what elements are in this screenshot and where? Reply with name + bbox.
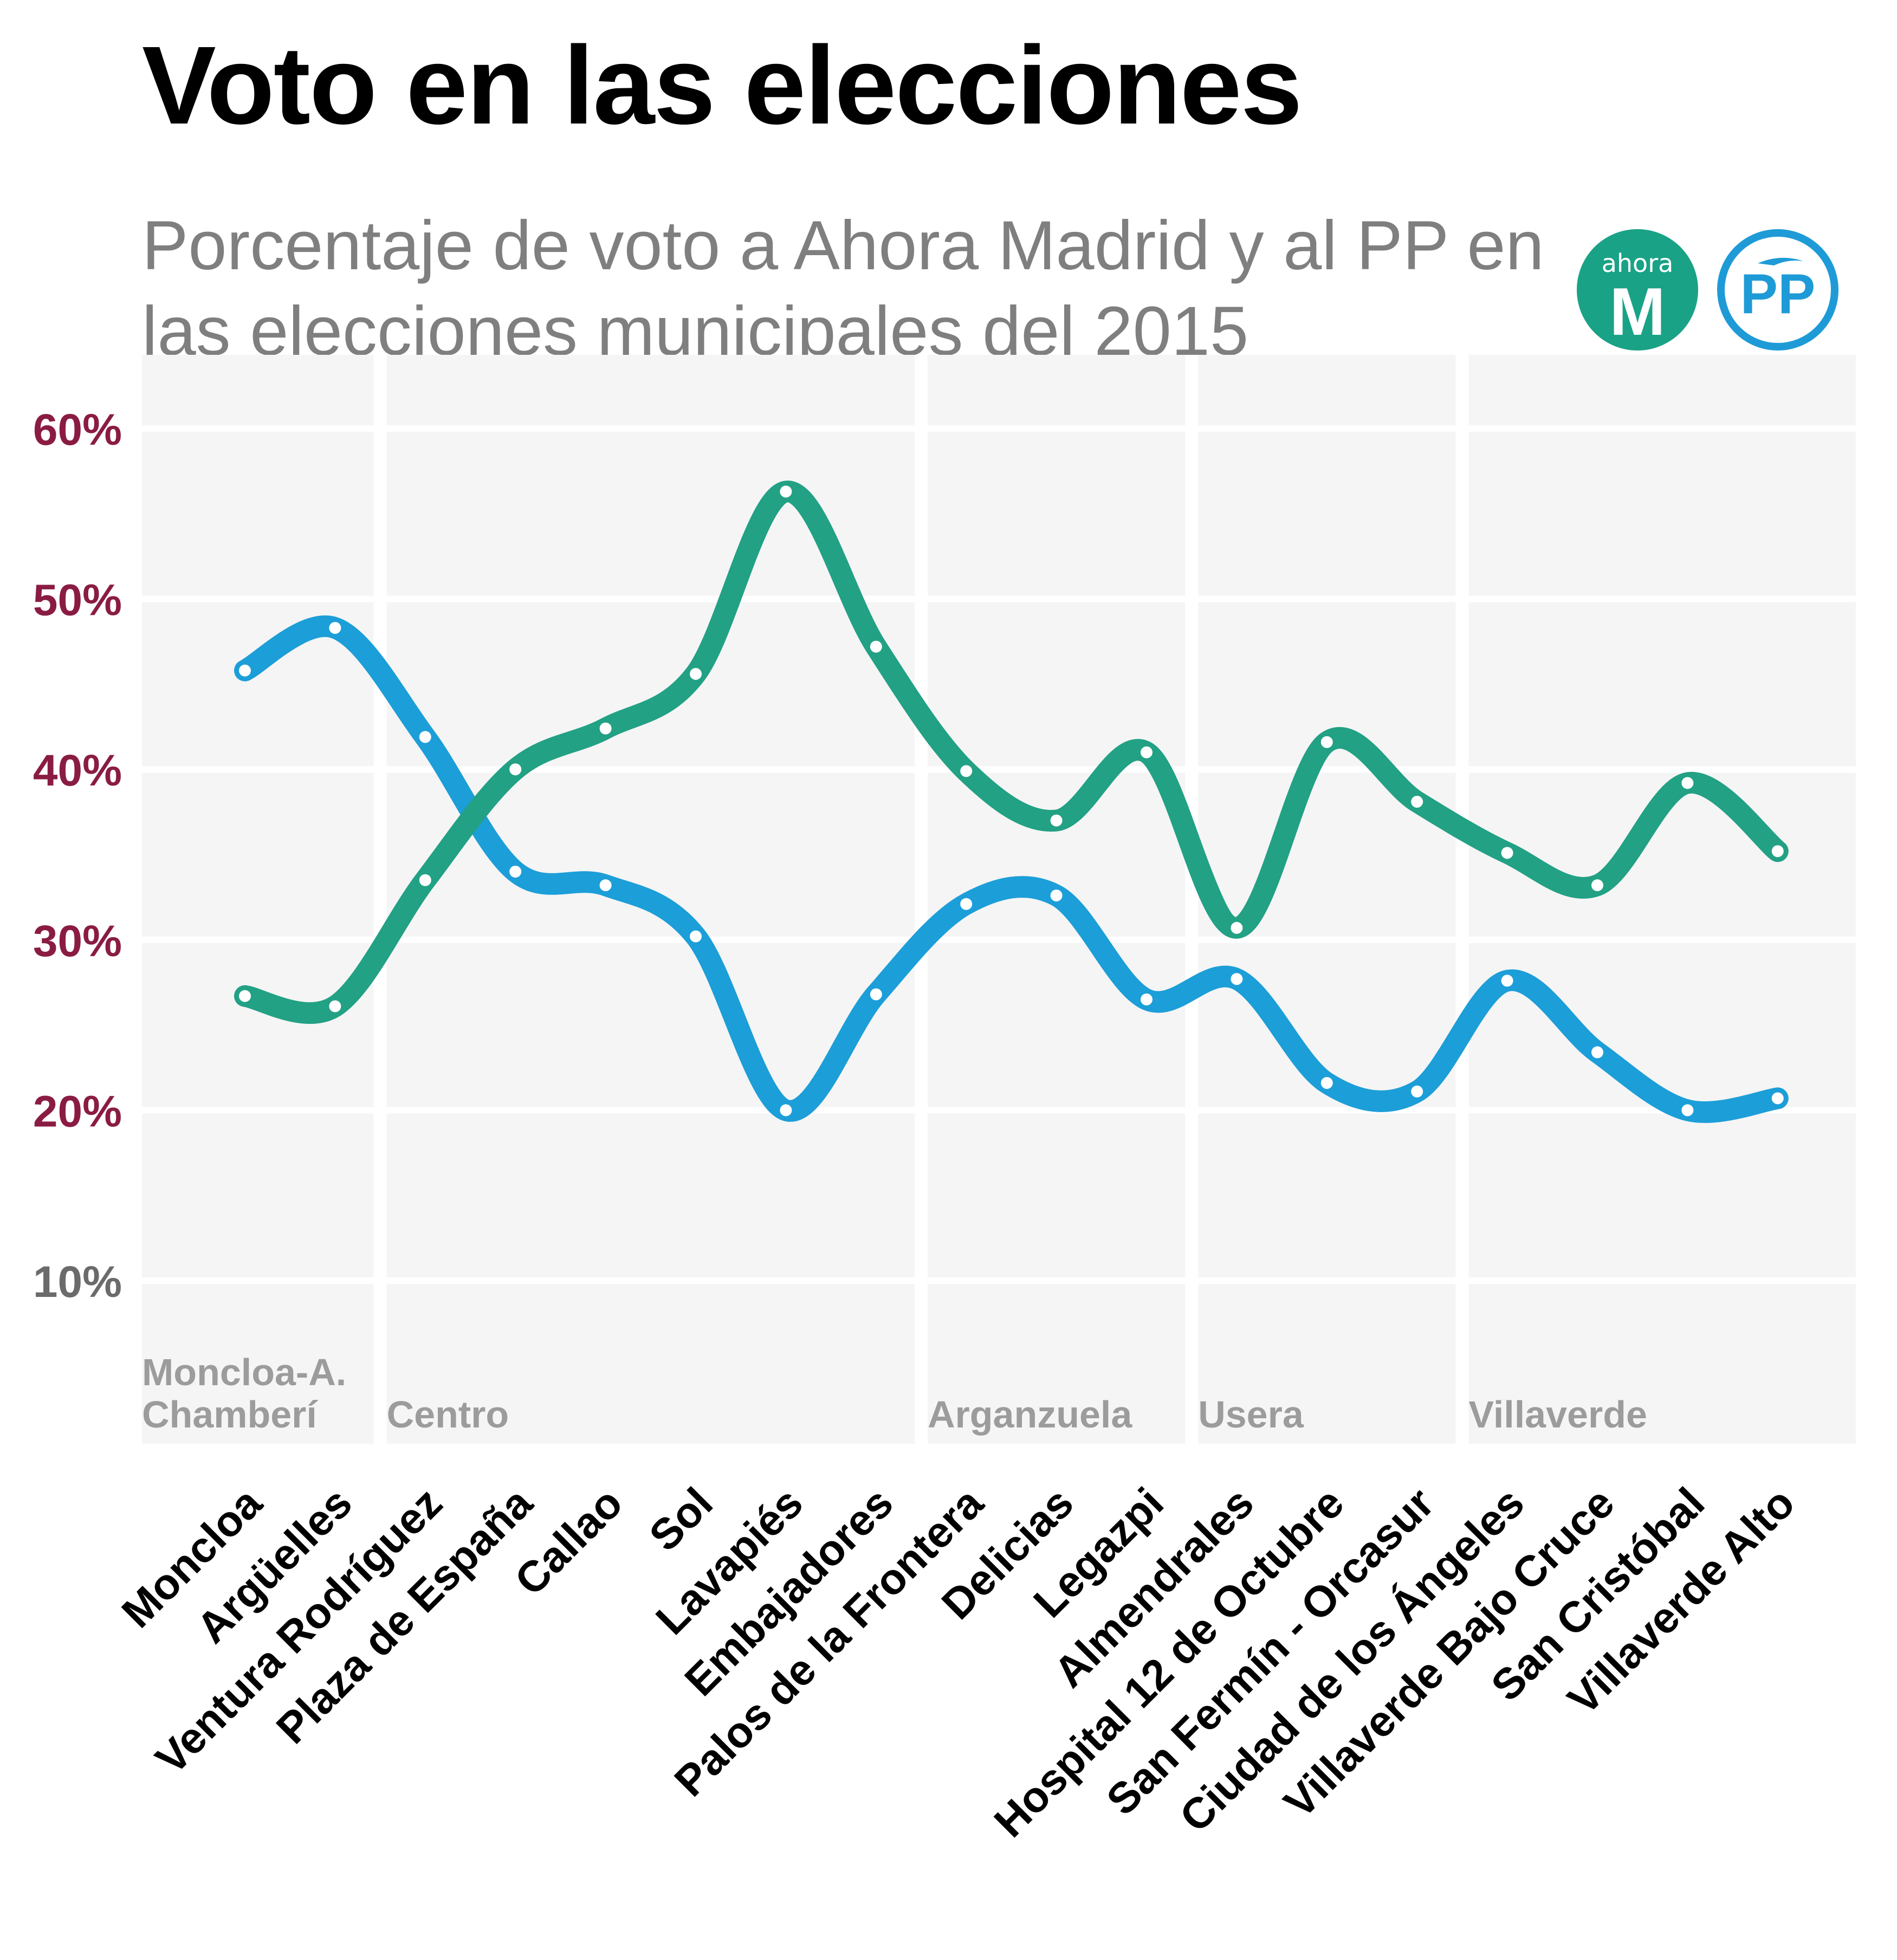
y-tick-label: 20% bbox=[33, 1087, 122, 1136]
data-point-ahora bbox=[1591, 879, 1603, 892]
y-tick-label: 50% bbox=[33, 576, 122, 625]
region-panel bbox=[1198, 355, 1456, 1444]
data-point-pp bbox=[1411, 1085, 1423, 1098]
data-point-pp bbox=[870, 988, 882, 1001]
data-point-ahora bbox=[419, 874, 431, 886]
data-point-pp bbox=[1501, 975, 1513, 987]
data-point-ahora bbox=[1050, 814, 1063, 827]
data-point-pp bbox=[419, 731, 431, 743]
data-point-pp bbox=[1681, 1104, 1694, 1117]
data-point-pp bbox=[239, 664, 251, 677]
data-point-ahora bbox=[1141, 746, 1153, 758]
region-label: Centro bbox=[387, 1393, 509, 1436]
data-point-ahora bbox=[329, 1000, 341, 1013]
data-point-ahora bbox=[690, 668, 702, 680]
data-point-ahora bbox=[1501, 847, 1513, 859]
data-point-ahora bbox=[1771, 845, 1784, 858]
region-panel bbox=[142, 355, 374, 1444]
chart-title: Voto en las elecciones bbox=[142, 23, 1303, 147]
data-point-pp bbox=[1320, 1077, 1333, 1089]
data-point-pp bbox=[599, 879, 612, 892]
data-point-ahora bbox=[599, 722, 612, 735]
data-point-ahora bbox=[1231, 921, 1243, 934]
pp-logo-icon: PP bbox=[1717, 229, 1838, 351]
data-point-ahora bbox=[960, 765, 973, 777]
region-label: Moncloa-A. bbox=[142, 1351, 346, 1393]
data-point-pp bbox=[1231, 973, 1243, 985]
data-point-pp bbox=[1591, 1046, 1603, 1059]
ahora-madrid-logo-icon: ahora M bbox=[1577, 229, 1698, 351]
data-point-ahora bbox=[509, 763, 522, 776]
data-point-pp bbox=[1771, 1092, 1784, 1105]
y-tick-label: 10% bbox=[33, 1257, 122, 1307]
pp-logo-text: PP bbox=[1740, 263, 1816, 326]
region-label: Villaverde bbox=[1468, 1393, 1647, 1436]
data-point-pp bbox=[509, 865, 522, 878]
data-point-pp bbox=[780, 1104, 792, 1117]
data-point-ahora bbox=[1320, 736, 1333, 748]
ahora-logo-letter: M bbox=[1609, 275, 1665, 349]
region-label: Arganzuela bbox=[928, 1393, 1132, 1436]
data-point-ahora bbox=[239, 990, 251, 1002]
data-point-pp bbox=[1141, 993, 1153, 1005]
ahora-logo-text: ahora bbox=[1602, 249, 1674, 278]
data-point-pp bbox=[329, 622, 341, 634]
region-label: Usera bbox=[1198, 1393, 1304, 1436]
data-point-pp bbox=[960, 898, 973, 910]
region-label: Chamberí bbox=[142, 1393, 318, 1436]
data-point-ahora bbox=[780, 485, 792, 498]
data-point-ahora bbox=[1681, 777, 1694, 789]
data-point-pp bbox=[690, 930, 702, 943]
data-point-pp bbox=[1050, 890, 1063, 902]
y-tick-label: 60% bbox=[33, 405, 122, 455]
data-point-ahora bbox=[870, 640, 882, 653]
data-point-ahora bbox=[1411, 795, 1423, 808]
region-panel bbox=[1468, 355, 1856, 1444]
y-tick-label: 30% bbox=[33, 917, 122, 966]
y-tick-label: 40% bbox=[33, 746, 122, 795]
